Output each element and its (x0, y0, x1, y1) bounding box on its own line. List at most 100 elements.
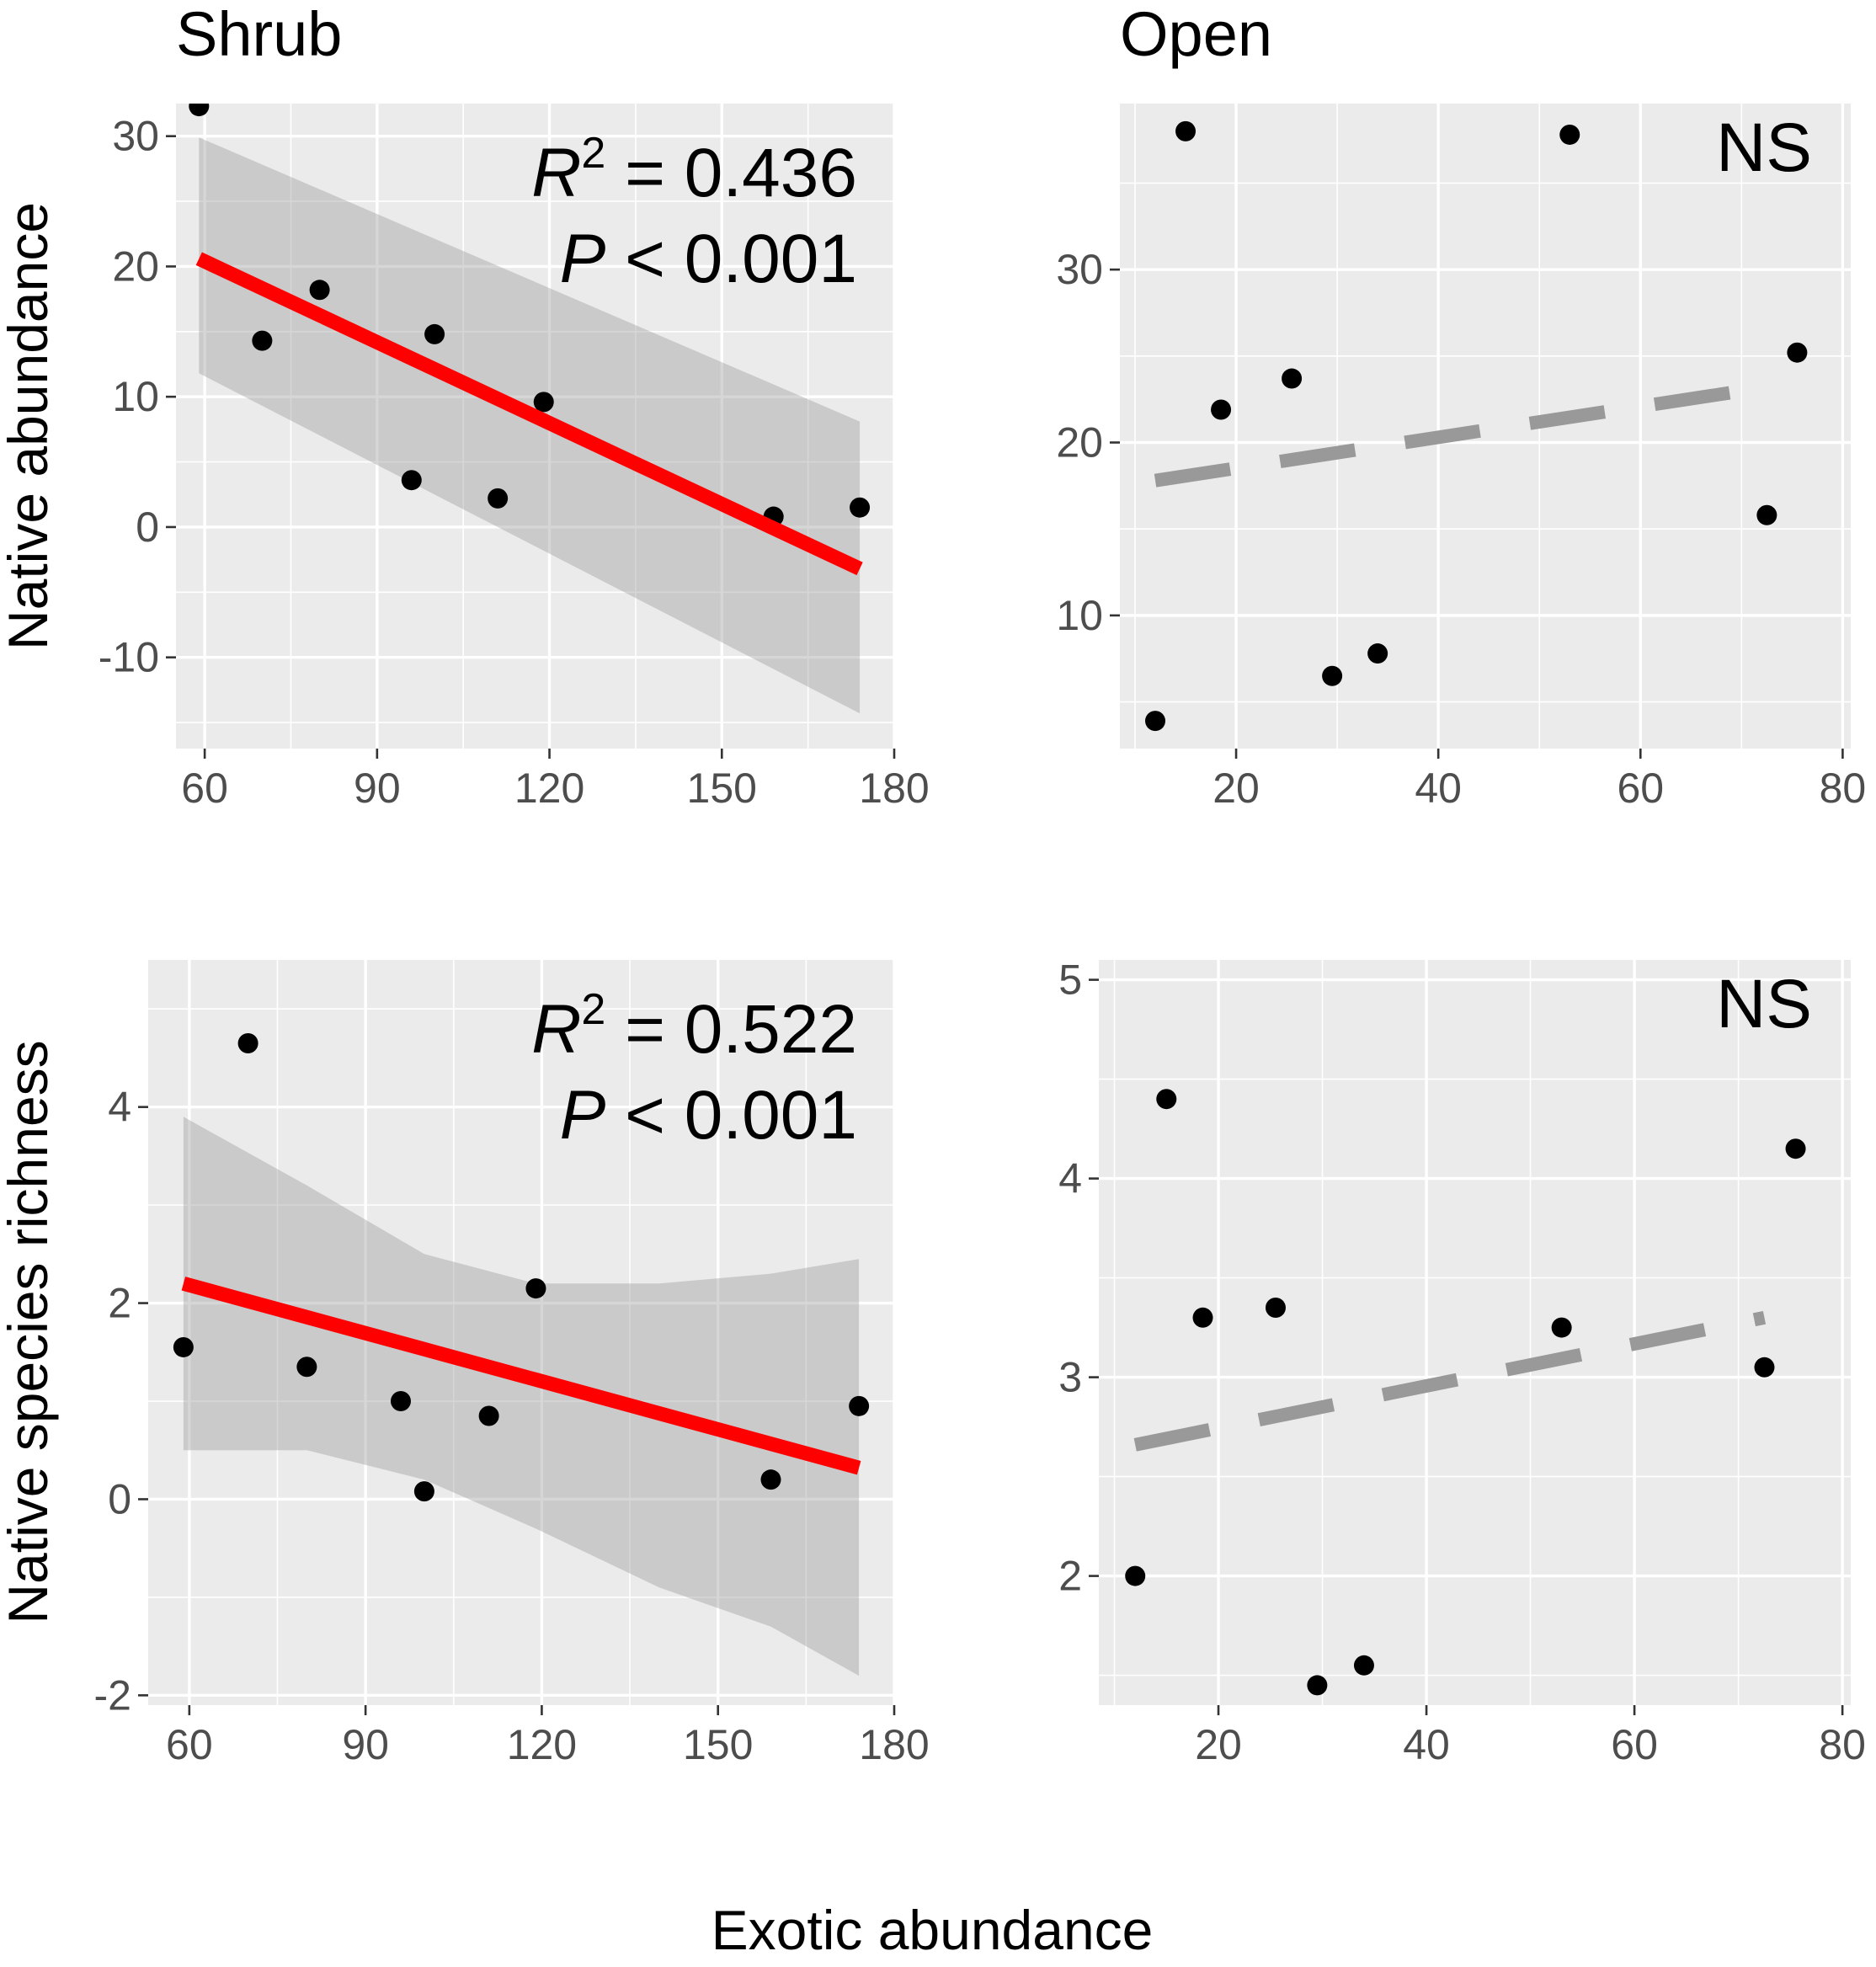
r-squared-superscript: 2 (581, 985, 605, 1034)
y-tick-label: 10 (112, 373, 159, 420)
data-point (1551, 1317, 1572, 1338)
regression-line-ns (1133, 1310, 1767, 1452)
data-point (1367, 643, 1388, 664)
data-point (1282, 368, 1303, 389)
x-tick-label: 20 (1212, 765, 1260, 812)
y-tick-label: 5 (1058, 957, 1082, 1004)
r-squared-value: = 0.436 (605, 135, 857, 211)
y-tick-label: 30 (112, 113, 159, 160)
p-label: P (560, 221, 606, 297)
y-tick-label: 4 (108, 1084, 131, 1131)
x-tick-label: 60 (1611, 1721, 1658, 1768)
x-tick-label: 60 (181, 765, 228, 812)
regression-line-ns (1154, 380, 1768, 488)
x-tick-label: 120 (514, 765, 584, 812)
plot-area (1099, 960, 1851, 1705)
regression-line (181, 1277, 861, 1475)
plot-area (148, 960, 894, 1705)
x-tick-label: 180 (859, 765, 929, 812)
data-point (478, 1405, 499, 1426)
data-point (849, 1395, 870, 1416)
panel-background (1120, 104, 1851, 749)
r-squared-annotation: R2 = 0.436 (531, 129, 857, 211)
panel-shrub-abundance: 60 90 120 150 180 -10 0 10 20 30 R2 = 0.436 P < 0.0… (99, 104, 930, 812)
x-tick-label: 180 (859, 1721, 929, 1768)
y-tick-label: 2 (1058, 1553, 1082, 1600)
p-value-annotation: P < 0.001 (560, 1077, 857, 1154)
x-tick-label: 40 (1403, 1721, 1450, 1768)
data-point (237, 1032, 258, 1053)
y-tick-label: 30 (1056, 246, 1103, 293)
data-point (424, 323, 445, 344)
r-label: R (531, 991, 581, 1068)
x-tick-label: 20 (1195, 1721, 1242, 1768)
data-point (760, 1469, 781, 1490)
x-tick-label: 150 (683, 1721, 753, 1768)
p-value: < 0.001 (605, 1077, 857, 1154)
x-tick-label: 80 (1820, 765, 1867, 812)
plot-area (176, 104, 894, 749)
r-squared-annotation: R2 = 0.522 (531, 985, 857, 1068)
r-squared-superscript: 2 (581, 129, 605, 178)
y-tick-label: 3 (1058, 1354, 1082, 1401)
data-point (1787, 342, 1808, 363)
x-tick-label: 60 (1617, 765, 1664, 812)
data-point (525, 1278, 546, 1299)
x-tick-label: 150 (687, 765, 757, 812)
data-point (1756, 504, 1777, 525)
facet-title-open: Open (1120, 0, 1272, 69)
data-point (1156, 1089, 1177, 1110)
data-point (488, 488, 509, 509)
facet-title-shrub: Shrub (176, 0, 342, 69)
data-point (401, 470, 422, 491)
y-tick-label: -2 (94, 1671, 131, 1719)
plot-area (1120, 104, 1851, 749)
data-point (1559, 124, 1580, 145)
regression-line (195, 252, 863, 576)
x-axis-title-exotic-abundance: Exotic abundance (711, 1899, 1154, 1961)
data-point (1145, 711, 1166, 732)
data-point (1175, 120, 1196, 141)
panel-open-richness: 20 40 60 80 2 3 4 5 NS (1058, 957, 1866, 1768)
data-point (1192, 1307, 1213, 1328)
y-tick-label: 20 (112, 243, 159, 290)
y-tick-label: 10 (1056, 592, 1103, 639)
ns-annotation: NS (1716, 966, 1812, 1042)
confidence-band (183, 1117, 860, 1676)
p-value: < 0.001 (605, 221, 857, 297)
y-tick-label: 20 (1056, 419, 1103, 466)
r-label: R (531, 135, 581, 211)
y-tick-label: 4 (1058, 1155, 1082, 1202)
data-point (1353, 1655, 1374, 1676)
data-point (252, 330, 273, 351)
y-axis-title-native-abundance: Native abundance (0, 202, 59, 650)
x-tick-label: 90 (354, 765, 401, 812)
y-axis-title-native-species-richness: Native species richness (0, 1040, 59, 1623)
y-tick-label: -10 (99, 634, 159, 681)
p-label: P (560, 1077, 606, 1154)
y-tick-label: 0 (136, 504, 159, 551)
r-squared-value: = 0.522 (605, 991, 857, 1068)
x-tick-label: 80 (1819, 1721, 1866, 1768)
panel-background (148, 960, 894, 1705)
x-tick-label: 60 (166, 1721, 213, 1768)
data-point (1754, 1357, 1775, 1378)
data-point (1307, 1675, 1328, 1696)
data-point (173, 1336, 194, 1357)
data-point (309, 280, 330, 301)
y-tick-label: 0 (108, 1475, 131, 1522)
data-point (296, 1357, 317, 1378)
p-value-annotation: P < 0.001 (560, 221, 857, 297)
data-point (1322, 665, 1343, 686)
confidence-band (199, 137, 861, 714)
data-point (533, 392, 554, 413)
data-point (850, 497, 871, 518)
data-point (1785, 1138, 1806, 1159)
data-point (390, 1391, 411, 1412)
data-point (1265, 1298, 1286, 1318)
panel-background (1099, 960, 1851, 1705)
data-point (413, 1481, 434, 1502)
data-point (1125, 1565, 1146, 1586)
